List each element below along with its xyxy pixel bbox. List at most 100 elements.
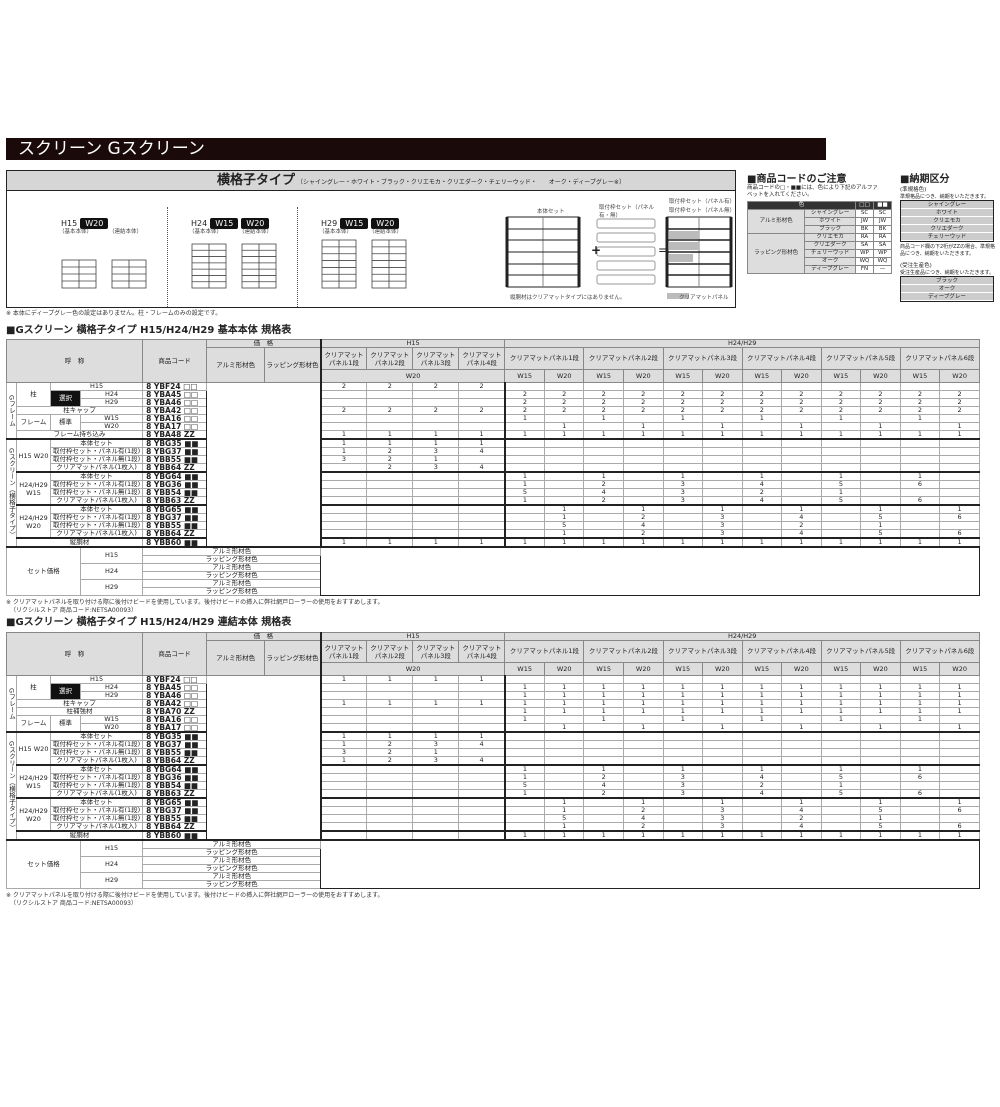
qty-cell: 2	[899, 406, 941, 415]
qty-cell	[662, 756, 704, 766]
header-width: W20	[939, 369, 980, 383]
qty-cell	[781, 715, 822, 724]
qty-cell	[741, 438, 783, 448]
zz-text: 商品コード欄の下2桁がZZの場合、準規格品につき、納期をいただきます。	[900, 244, 996, 257]
qty-cell: 3	[702, 521, 743, 530]
row-label: 標準	[50, 715, 82, 733]
qty-cell: 6	[899, 480, 941, 489]
qty-cell	[543, 496, 585, 506]
product-code: 8 YBA48 ZZ	[142, 430, 208, 440]
qty-cell: 1	[899, 764, 941, 774]
qty-cell: 1	[412, 438, 460, 448]
qty-cell	[702, 488, 743, 497]
qty-cell: 2	[899, 390, 941, 399]
qty-cell	[319, 764, 368, 774]
qty-cell: 1	[662, 683, 704, 692]
qty-cell	[366, 764, 414, 774]
color-suffix: ■■	[183, 538, 199, 547]
product-code-text: 8 YBG35	[146, 439, 182, 448]
qty-cell	[622, 748, 664, 757]
qty-cell: 4	[741, 480, 783, 489]
qty-cell	[412, 521, 460, 530]
qty-cell: 1	[458, 675, 506, 684]
qty-cell	[899, 529, 941, 539]
qty-cell	[319, 797, 368, 807]
qty-cell	[412, 529, 460, 539]
qty-cell	[458, 707, 506, 716]
equals-sign: =	[658, 243, 669, 257]
qty-cell	[662, 504, 704, 514]
product-code-text: 8 YBB55	[146, 814, 182, 823]
table2-title: ■Gスクリーン 横格子タイプ H15/H24/H29 連結本体 規格表	[6, 617, 292, 628]
color-code: SA	[873, 241, 892, 250]
qty-cell: 1	[543, 822, 585, 832]
qty-cell: 2	[622, 513, 664, 522]
qty-cell: 1	[319, 675, 368, 684]
qty-cell	[366, 471, 414, 481]
qty-cell	[366, 521, 414, 530]
qty-cell	[412, 830, 460, 841]
qty-cell	[939, 675, 980, 684]
row-label: 柱	[15, 382, 52, 407]
qty-cell: 2	[741, 398, 783, 407]
qty-cell: 1	[366, 675, 414, 684]
qty-cell	[543, 382, 585, 391]
qty-cell	[702, 471, 743, 481]
qty-cell	[662, 748, 704, 757]
row-label: 標準	[50, 414, 82, 431]
qty-cell	[820, 521, 862, 530]
set-price-color: ラッピング形材色	[142, 880, 322, 889]
qty-cell: 1	[860, 797, 901, 807]
row-label: W20	[80, 422, 144, 431]
qty-cell: 5	[860, 806, 901, 815]
product-code-text: 8 YBA16	[146, 715, 182, 724]
table-row: 取付枠セット・パネル無(1段) 8 YBB54 ■■ 5 4 3 2 1	[7, 781, 980, 790]
color-suffix: ■■	[183, 831, 199, 840]
row-label: 取付枠セット・パネル無(1段)	[50, 781, 144, 790]
color-item: クリエモカ	[901, 217, 993, 225]
qty-cell	[458, 814, 506, 823]
qty-cell: 1	[412, 699, 460, 708]
qty-cell	[860, 438, 901, 448]
qty-cell	[860, 740, 901, 749]
qty-cell	[860, 488, 901, 497]
table-row: クリアマットパネル(1枚入) 8 YBB64 ZZ 1 2 3 4 5 6	[7, 529, 980, 539]
qty-cell: 1	[583, 471, 624, 481]
header-panel: クリアマットパネル6段	[899, 347, 981, 370]
qty-cell: 1	[820, 430, 862, 440]
unit-label: （連結本体）	[109, 229, 143, 235]
qty-cell: 1	[583, 715, 624, 724]
qty-cell: 1	[702, 430, 743, 440]
qty-cell	[412, 390, 460, 399]
delivery-title: ■納期区分	[900, 174, 950, 185]
qty-cell	[702, 496, 743, 506]
color-group: ラッピング形材色	[746, 233, 806, 274]
qty-cell: 1	[543, 422, 585, 431]
qty-cell	[366, 414, 414, 423]
qty-cell	[939, 521, 980, 530]
qty-cell	[458, 414, 506, 423]
qty-cell	[412, 683, 460, 692]
header-h15: H15	[319, 632, 506, 641]
qty-cell	[899, 447, 941, 456]
qty-cell	[319, 513, 368, 522]
qty-cell: 1	[622, 430, 664, 440]
qty-cell: 5	[543, 814, 585, 823]
qty-cell: 4	[622, 814, 664, 823]
qty-cell	[781, 789, 822, 799]
qty-cell: 2	[622, 806, 664, 815]
row-label: 柱キャップ	[15, 699, 144, 708]
set-price-row: セット価格 H15 アルミ形材色	[5, 839, 980, 889]
row-label: 本体セット	[50, 438, 144, 448]
header-panel: クリアマット パネル3段	[412, 640, 460, 663]
qty-cell	[543, 781, 585, 790]
set-price-color: ラッピング形材色	[142, 571, 322, 580]
qty-cell	[458, 683, 506, 692]
qty-cell	[319, 691, 368, 700]
qty-cell	[781, 781, 822, 790]
qty-cell: 1	[939, 830, 980, 841]
screen-drawing	[61, 259, 97, 289]
qty-cell	[662, 797, 704, 807]
semi-color-list: シャイングレー ホワイト クリエモカ クリエダーク チェリーウッド	[900, 200, 994, 242]
qty-cell: 1	[622, 683, 664, 692]
